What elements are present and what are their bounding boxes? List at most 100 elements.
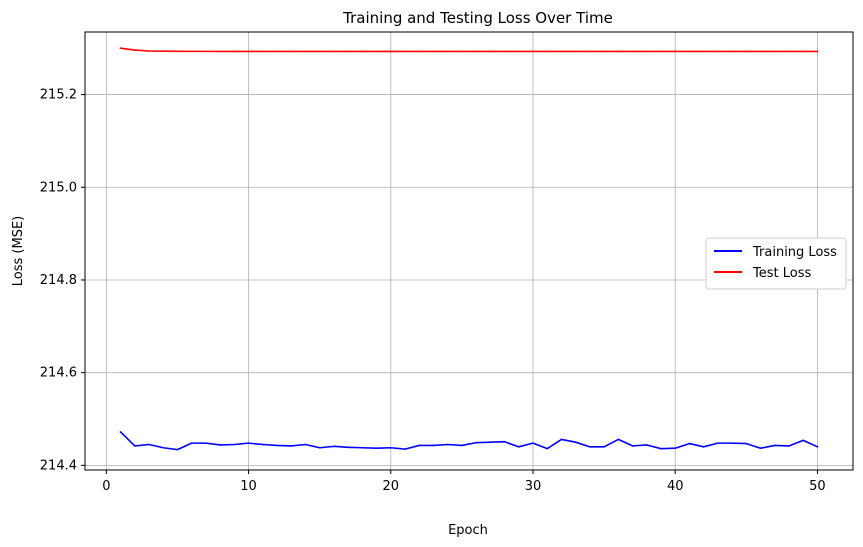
data-point-test-loss xyxy=(759,50,762,53)
data-point-training-loss xyxy=(176,448,179,451)
data-point-test-loss xyxy=(162,50,165,53)
data-point-training-loss xyxy=(589,446,591,448)
data-point-test-loss xyxy=(546,50,549,53)
data-point-training-loss xyxy=(333,445,335,448)
series-line-test-loss xyxy=(119,47,819,53)
x-axis-label: Epoch xyxy=(448,523,488,538)
series-line-training-loss xyxy=(119,431,819,451)
data-point-training-loss xyxy=(517,446,520,448)
data-point-test-loss xyxy=(816,50,819,53)
data-point-training-loss xyxy=(162,446,165,449)
data-point-test-loss xyxy=(688,50,691,53)
y-tick-label: 215.0 xyxy=(40,180,77,195)
data-point-training-loss xyxy=(731,442,733,444)
data-point-training-loss xyxy=(759,447,762,450)
grid-layer xyxy=(85,32,853,470)
data-point-training-loss xyxy=(645,444,648,446)
data-point-training-loss xyxy=(148,443,150,446)
data-point-test-loss xyxy=(475,50,477,53)
data-point-test-loss xyxy=(247,50,250,53)
data-point-training-loss xyxy=(702,446,705,448)
data-point-test-loss xyxy=(148,50,150,52)
data-point-test-loss xyxy=(404,50,406,53)
data-point-test-loss xyxy=(461,50,463,53)
data-point-test-loss xyxy=(517,50,520,53)
data-point-training-loss xyxy=(446,443,449,446)
data-point-training-loss xyxy=(418,444,421,447)
y-tick-label: 214.4 xyxy=(40,458,77,473)
data-point-test-loss xyxy=(190,50,193,53)
data-point-training-loss xyxy=(674,447,677,450)
data-point-test-loss xyxy=(532,50,534,53)
data-point-training-loss xyxy=(389,446,392,449)
data-point-test-loss xyxy=(389,50,392,53)
data-point-test-loss xyxy=(418,50,421,53)
data-point-training-loss xyxy=(816,446,819,448)
data-point-training-loss xyxy=(404,448,406,450)
data-point-training-loss xyxy=(560,438,563,441)
data-point-test-loss xyxy=(290,50,293,53)
data-point-training-loss xyxy=(788,445,790,447)
data-point-test-loss xyxy=(489,50,492,53)
data-point-test-loss xyxy=(802,50,805,53)
data-point-test-loss xyxy=(276,50,278,53)
x-tick-label: 40 xyxy=(667,479,684,494)
data-point-training-loss xyxy=(432,444,435,447)
data-point-test-loss xyxy=(560,50,563,53)
data-point-test-loss xyxy=(589,50,591,53)
series-layer xyxy=(119,47,819,451)
data-point-test-loss xyxy=(603,50,605,53)
data-point-test-loss xyxy=(375,50,378,53)
data-point-training-loss xyxy=(475,441,477,444)
data-point-training-loss xyxy=(631,445,634,447)
data-point-test-loss xyxy=(233,50,236,53)
data-point-training-loss xyxy=(233,443,236,446)
legend-label-training-loss: Training Loss xyxy=(752,245,837,260)
data-point-test-loss xyxy=(574,50,577,53)
y-tick-label: 214.8 xyxy=(40,273,77,288)
data-point-test-loss xyxy=(119,47,122,50)
data-point-test-loss xyxy=(717,50,719,53)
plot-area-frame xyxy=(84,31,854,471)
chart-title: Training and Testing Loss Over Time xyxy=(342,9,613,27)
data-point-training-loss xyxy=(261,443,264,446)
data-point-training-loss xyxy=(318,446,321,449)
y-tick-label: 215.2 xyxy=(40,88,77,103)
legend: Training Loss Test Loss xyxy=(705,237,847,290)
data-point-test-loss xyxy=(219,50,221,53)
data-point-test-loss xyxy=(205,50,207,53)
data-point-test-loss xyxy=(446,50,449,53)
data-point-training-loss xyxy=(503,440,506,443)
data-point-training-loss xyxy=(688,442,691,445)
data-point-training-loss xyxy=(290,445,293,447)
data-point-training-loss xyxy=(660,447,662,450)
y-tick-label: 214.6 xyxy=(40,366,77,381)
data-point-test-loss xyxy=(617,50,620,53)
x-tick-label: 50 xyxy=(809,479,826,494)
data-point-test-loss xyxy=(133,49,136,51)
data-point-training-loss xyxy=(361,446,364,449)
data-point-training-loss xyxy=(190,442,193,444)
data-point-test-loss xyxy=(660,50,662,53)
data-point-training-loss xyxy=(133,445,136,447)
x-tick-label: 0 xyxy=(102,479,110,494)
data-point-training-loss xyxy=(745,442,748,445)
tick-layer: 0 10 20 30 40 50 214.4 214.6 214.8 215.0 215.2 xyxy=(40,88,826,494)
data-point-test-loss xyxy=(674,50,677,53)
data-point-test-loss xyxy=(176,50,179,53)
data-point-training-loss xyxy=(546,447,549,450)
data-point-test-loss xyxy=(631,50,634,53)
data-point-test-loss xyxy=(304,50,307,53)
data-point-training-loss xyxy=(802,439,805,442)
data-point-training-loss xyxy=(574,441,577,443)
data-point-test-loss xyxy=(361,50,364,53)
y-axis-label: Loss (MSE) xyxy=(11,216,26,286)
legend-label-test-loss: Test Loss xyxy=(752,266,811,281)
data-point-test-loss xyxy=(788,50,790,53)
data-point-test-loss xyxy=(702,50,705,53)
data-point-test-loss xyxy=(773,50,776,53)
data-point-training-loss xyxy=(461,444,463,447)
data-point-training-loss xyxy=(717,442,719,444)
data-point-test-loss xyxy=(432,50,435,53)
